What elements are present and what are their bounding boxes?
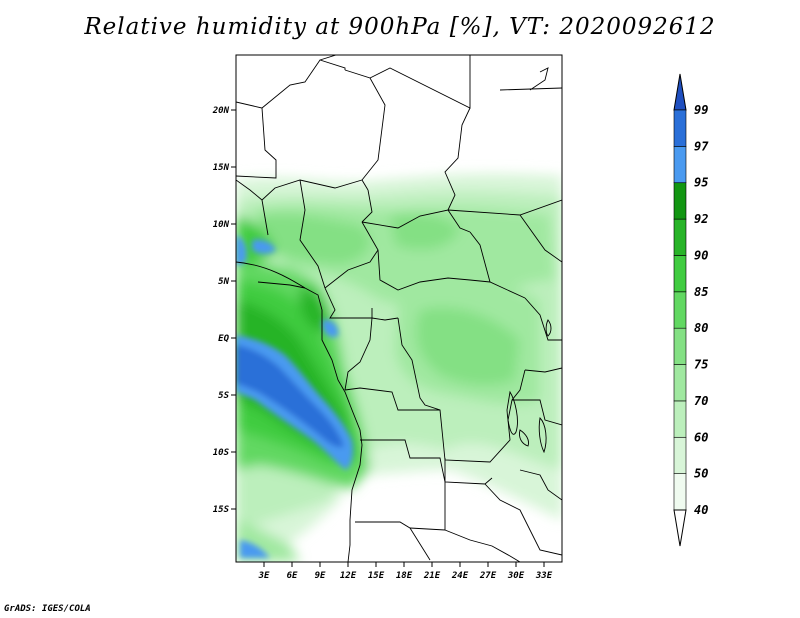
- lon-tick-label: 18E: [396, 571, 413, 581]
- colorbar-bin: [673, 255, 687, 293]
- colorbar: 40 50 60 70 75 80 85 90 92 95 97 99: [673, 73, 709, 547]
- colorbar-level-label: 70: [694, 394, 708, 408]
- lat-tick-label: 15S: [213, 505, 230, 515]
- colorbar-level-label: 50: [694, 467, 708, 481]
- colorbar-bottom-arrow: [673, 509, 687, 547]
- lon-tick-label: 6E: [287, 571, 298, 581]
- lon-tick-label: 9E: [315, 571, 326, 581]
- country-borders: [236, 55, 562, 562]
- lat-axis: 20N 15N 10N 5N EQ 5S 10S 15S: [212, 106, 236, 515]
- lon-tick-label: 3E: [258, 571, 270, 581]
- lon-tick-label: 27E: [479, 571, 497, 581]
- lat-tick-label: 20N: [212, 106, 230, 116]
- lat-tick-label: 10S: [213, 448, 230, 458]
- colorbar-bin: [673, 146, 687, 184]
- lon-tick-label: 21E: [423, 571, 441, 581]
- colorbar-level-label: 80: [694, 321, 708, 335]
- lat-tick-label: 5S: [218, 391, 229, 401]
- lon-tick-label: 33E: [535, 571, 553, 581]
- colorbar-bin: [673, 218, 687, 256]
- map-frame: [235, 54, 563, 563]
- map-title: Relative humidity at 900hPa [%], VT: 202…: [84, 14, 716, 40]
- colorbar-bin: [673, 327, 687, 365]
- colorbar-level-label: 40: [694, 503, 708, 517]
- colorbar-top-arrow: [673, 73, 687, 111]
- colorbar-level-label: 85: [694, 285, 708, 299]
- lat-tick-label: 5N: [218, 277, 229, 287]
- colorbar-level-label: 92: [694, 212, 708, 226]
- colorbar-level-label: 95: [694, 176, 708, 190]
- humidity-field: [236, 55, 562, 562]
- colorbar-bin: [673, 473, 687, 511]
- lat-tick-label: EQ: [218, 334, 229, 344]
- lon-tick-label: 12E: [340, 571, 357, 581]
- lat-tick-label: 15N: [213, 163, 230, 173]
- colorbar-bin: [673, 436, 687, 474]
- lon-tick-label: 15E: [368, 571, 385, 581]
- colorbar-level-label: 60: [694, 430, 708, 444]
- colorbar-bin: [673, 364, 687, 402]
- software-credit: GrADS: IGES/COLA: [4, 604, 91, 614]
- lat-tick-label: 10N: [213, 220, 230, 230]
- colorbar-level-label: 99: [694, 103, 708, 117]
- lon-tick-label: 24E: [451, 571, 469, 581]
- colorbar-bin: [673, 291, 687, 329]
- lon-tick-label: 30E: [507, 571, 525, 581]
- colorbar-bin: [673, 109, 687, 147]
- lon-axis: 3E 6E 9E 12E 15E 18E 21E 24E 27E 30E 33E: [258, 562, 553, 581]
- colorbar-level-label: 97: [694, 139, 709, 153]
- colorbar-bin: [673, 400, 687, 438]
- colorbar-bin: [673, 182, 687, 220]
- colorbar-level-label: 90: [694, 248, 708, 262]
- colorbar-level-label: 75: [694, 358, 708, 372]
